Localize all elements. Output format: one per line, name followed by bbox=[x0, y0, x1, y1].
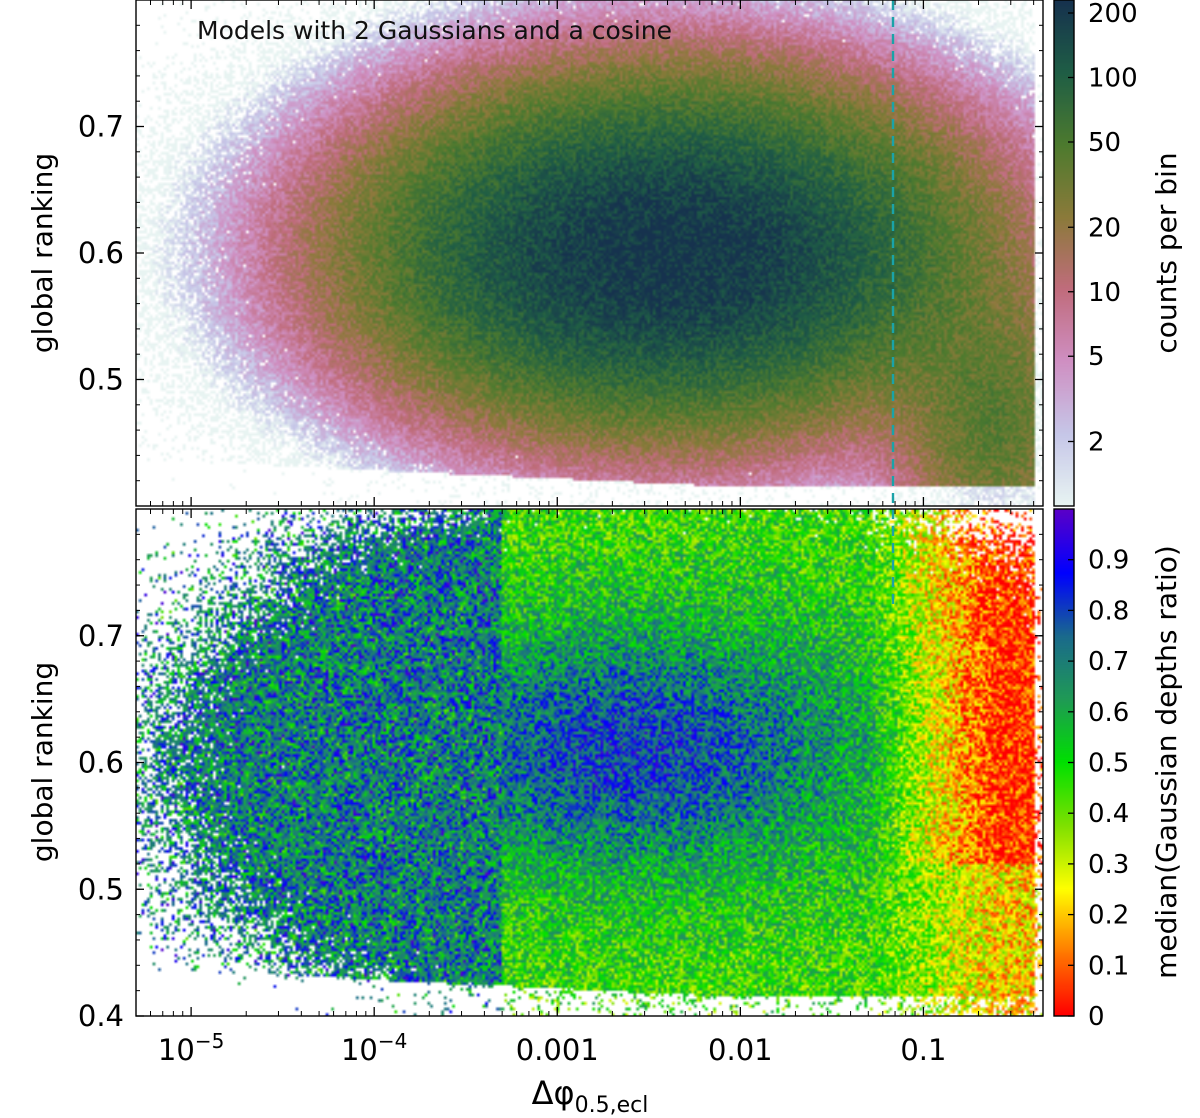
bottom-panel: 0.4 0.5 0.6 0.7 global ranking 0 0.1 0.2 0.3 0.… bbox=[26, 508, 1183, 1033]
ratio-colorbar-label: median(Gaussian depths ratio) bbox=[1150, 545, 1183, 979]
ratio-colorbar-tick-label: 0.9 bbox=[1088, 546, 1129, 576]
bottom-y-axis-label: global ranking bbox=[26, 662, 59, 862]
x-tick-label: 0.01 bbox=[708, 1033, 773, 1067]
counts-colorbar-tick-label: 50 bbox=[1088, 128, 1121, 158]
ratio-colorbar-tick-label: 0.1 bbox=[1088, 951, 1129, 981]
top-y-axis-label: global ranking bbox=[26, 153, 59, 353]
bottom-y-ticks: 0.4 0.5 0.6 0.7 bbox=[78, 508, 1043, 1033]
counts-colorbar-tick-label: 10 bbox=[1088, 278, 1121, 308]
top-x-ticks bbox=[149, 0, 1035, 506]
ratio-colorbar-tick-label: 0.4 bbox=[1088, 799, 1129, 829]
ratio-colorbar-tick-label: 0.5 bbox=[1088, 749, 1129, 779]
ratio-colorbar-tick-label: 0.3 bbox=[1088, 850, 1129, 880]
counts-colorbar-tick-label: 100 bbox=[1088, 64, 1138, 94]
ratio-colorbar bbox=[1054, 509, 1074, 1016]
counts-colorbar-ticks: 2 5 10 20 50 100 200 bbox=[1068, 0, 1138, 458]
bottom-x-ticks bbox=[149, 509, 1035, 1016]
x-axis-label-symbol: Δφ bbox=[532, 1074, 575, 1112]
x-tick-labels: 10−5 10−4 0.001 0.01 0.1 bbox=[158, 1029, 947, 1067]
x-tick-label: 0.001 bbox=[516, 1033, 599, 1067]
counts-colorbar-tick-label: 200 bbox=[1088, 0, 1138, 29]
top-y-ticks: 0.5 0.6 0.7 bbox=[78, 0, 1043, 507]
counts-heatmap bbox=[136, 0, 1043, 506]
counts-colorbar-tick-label: 20 bbox=[1088, 213, 1121, 243]
ratio-colorbar-tick-label: 0 bbox=[1088, 1002, 1105, 1032]
top-panel: 0.5 0.6 0.7 Models with 2 Gaussians and a … bbox=[26, 0, 1183, 507]
x-axis-label: Δφ0.5,ecl bbox=[532, 1074, 649, 1118]
counts-colorbar-label: counts per bin bbox=[1150, 152, 1183, 353]
ratio-heatmap bbox=[136, 509, 1043, 1016]
ratio-colorbar-tick-label: 0.8 bbox=[1088, 596, 1129, 626]
x-tick-label: 10−4 bbox=[341, 1029, 407, 1067]
y-tick-label: 0.5 bbox=[78, 872, 124, 906]
ratio-colorbar-tick-label: 0.6 bbox=[1088, 698, 1129, 728]
x-tick-label: 10−5 bbox=[158, 1029, 224, 1067]
ratio-colorbar-tick-label: 0.7 bbox=[1088, 647, 1129, 677]
y-tick-label: 0.6 bbox=[78, 746, 124, 780]
ratio-colorbar-tick-label: 0.2 bbox=[1088, 901, 1129, 931]
y-tick-label: 0.7 bbox=[78, 110, 124, 144]
x-axis-label-subscript: 0.5,ecl bbox=[575, 1093, 649, 1118]
counts-colorbar bbox=[1054, 0, 1074, 506]
counts-colorbar-tick-label: 5 bbox=[1088, 342, 1105, 372]
y-tick-label: 0.4 bbox=[78, 999, 124, 1033]
counts-colorbar-frame bbox=[1053, 0, 1075, 507]
counts-colorbar-tick-label: 2 bbox=[1088, 428, 1105, 458]
y-tick-label: 0.7 bbox=[78, 619, 124, 653]
panel-annotation: Models with 2 Gaussians and a cosine bbox=[197, 16, 672, 45]
y-tick-label: 0.6 bbox=[78, 236, 124, 270]
x-tick-label: 0.1 bbox=[900, 1033, 946, 1067]
y-tick-label: 0.5 bbox=[78, 363, 124, 397]
ratio-colorbar-ticks: 0 0.1 0.2 0.3 0.4 0.5 0.6 0.7 0.8 0.9 bbox=[1068, 546, 1129, 1032]
